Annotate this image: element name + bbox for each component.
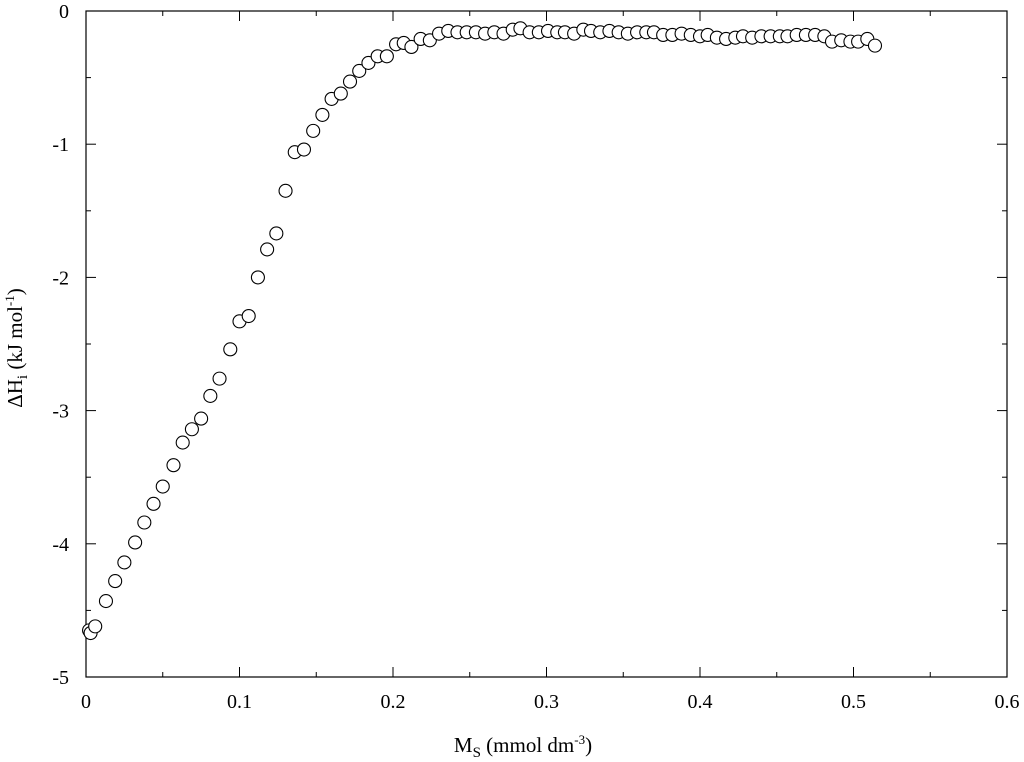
y-tick-label: -1 (52, 134, 69, 156)
data-point (278, 183, 293, 198)
data-point (203, 388, 218, 403)
x-tick-label: 0.1 (227, 691, 252, 713)
data-point (333, 86, 348, 101)
y-tick-label: -2 (52, 267, 69, 289)
data-point (241, 308, 256, 324)
y-tick-label: -3 (52, 401, 69, 423)
axis-tick-labels: 0 0.1 0.2 0.3 0.4 0.5 0.6 0 -1 -2 -3 -4 -5 (52, 1, 1019, 713)
x-tick-label: 0.3 (534, 691, 559, 713)
data-point (250, 270, 265, 285)
data-point (223, 342, 238, 357)
data-point (404, 39, 419, 55)
data-point (184, 422, 199, 437)
data-point (146, 496, 161, 511)
data-point (212, 371, 227, 386)
data-point (379, 49, 394, 64)
data-point (260, 242, 275, 257)
data-point (155, 479, 170, 494)
x-tick-label: 0.5 (841, 691, 866, 713)
data-point (342, 74, 358, 89)
data-point (269, 226, 284, 241)
data-point (306, 123, 321, 138)
data-point (117, 555, 132, 570)
data-point (108, 574, 123, 589)
data-point (137, 515, 152, 530)
data-point (867, 38, 883, 53)
y-tick-label: -5 (52, 667, 69, 689)
x-tick-label: 0 (81, 691, 91, 713)
x-tick-label: 0.2 (381, 691, 406, 713)
data-point (175, 435, 190, 450)
data-point (88, 619, 103, 634)
data-point (315, 107, 330, 122)
x-tick-label: 0.6 (995, 691, 1020, 713)
data-point (352, 63, 367, 78)
x-tick-label: 0.4 (688, 691, 713, 713)
data-point (194, 411, 209, 426)
plot-frame (85, 10, 1008, 678)
data-point (98, 594, 114, 609)
data-points (82, 21, 883, 641)
y-axis-title: ΔHi (kJ mol-1) (2, 288, 31, 408)
data-point (128, 535, 143, 550)
y-tick-label: -4 (52, 534, 69, 556)
axis-ticks (85, 10, 1008, 678)
data-point (166, 458, 181, 473)
data-point (296, 142, 312, 157)
x-axis-title: MS (mmol dm-3) (454, 732, 592, 761)
y-tick-label: 0 (59, 1, 69, 23)
